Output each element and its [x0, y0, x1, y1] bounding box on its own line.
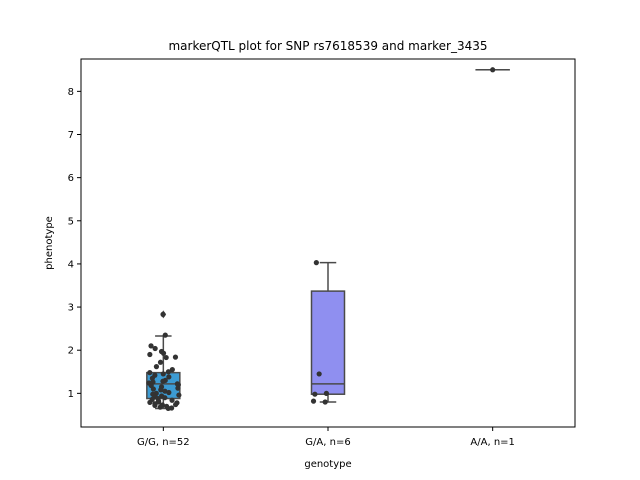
data-point	[163, 354, 169, 361]
y-tick-label: 7	[68, 130, 74, 141]
data-point	[169, 397, 175, 403]
data-point	[157, 359, 164, 365]
y-tick-label: 5	[68, 216, 74, 227]
data-point	[160, 371, 166, 377]
data-point	[310, 398, 317, 404]
x-tick-label: G/A, n=6	[305, 437, 350, 448]
box-2	[310, 261, 346, 403]
data-point	[160, 378, 166, 384]
y-axis: 1 2 3 4 5 6 7 8	[68, 87, 81, 400]
data-point	[152, 402, 158, 409]
data-point	[148, 343, 154, 349]
x-axis: G/G, n=52 G/A, n=6 A/A, n=1	[137, 427, 515, 448]
data-point	[162, 332, 168, 338]
data-point	[169, 367, 175, 373]
x-tick-label: A/A, n=1	[470, 437, 515, 448]
y-tick-label: 4	[68, 259, 74, 270]
data-point	[173, 401, 179, 408]
data-point	[160, 350, 167, 356]
data-point	[147, 370, 153, 376]
data-point	[152, 345, 158, 352]
data-point	[165, 405, 171, 412]
y-tick-label: 2	[68, 346, 74, 357]
y-tick-label: 1	[68, 389, 74, 400]
y-tick-label: 3	[68, 303, 74, 314]
data-point	[147, 399, 153, 406]
data-point	[158, 387, 164, 393]
data-point	[172, 354, 179, 360]
data-point	[166, 374, 172, 380]
data-point	[312, 391, 318, 397]
data-point	[162, 395, 168, 401]
x-tick-label: G/G, n=52	[137, 437, 190, 448]
data-point	[313, 260, 319, 266]
data-point	[166, 389, 172, 396]
plot-area	[146, 67, 510, 412]
data-point	[490, 67, 496, 73]
data-point	[176, 392, 182, 398]
data-point	[150, 386, 156, 392]
data-point	[323, 390, 330, 396]
y-tick-label: 6	[68, 173, 74, 184]
data-point	[160, 311, 166, 317]
data-point	[153, 364, 160, 370]
data-point	[175, 385, 181, 391]
chart-title: markerQTL plot for SNP rs7618539 and mar…	[168, 39, 487, 53]
data-point	[165, 369, 171, 375]
data-point	[316, 371, 322, 377]
data-point	[149, 375, 155, 381]
box	[310, 290, 346, 395]
x-axis-label: genotype	[304, 459, 351, 470]
data-point	[322, 399, 328, 405]
y-axis-label: phenotype	[44, 216, 55, 270]
y-tick-label: 8	[68, 87, 74, 98]
data-point	[157, 404, 163, 410]
data-point	[147, 351, 153, 358]
